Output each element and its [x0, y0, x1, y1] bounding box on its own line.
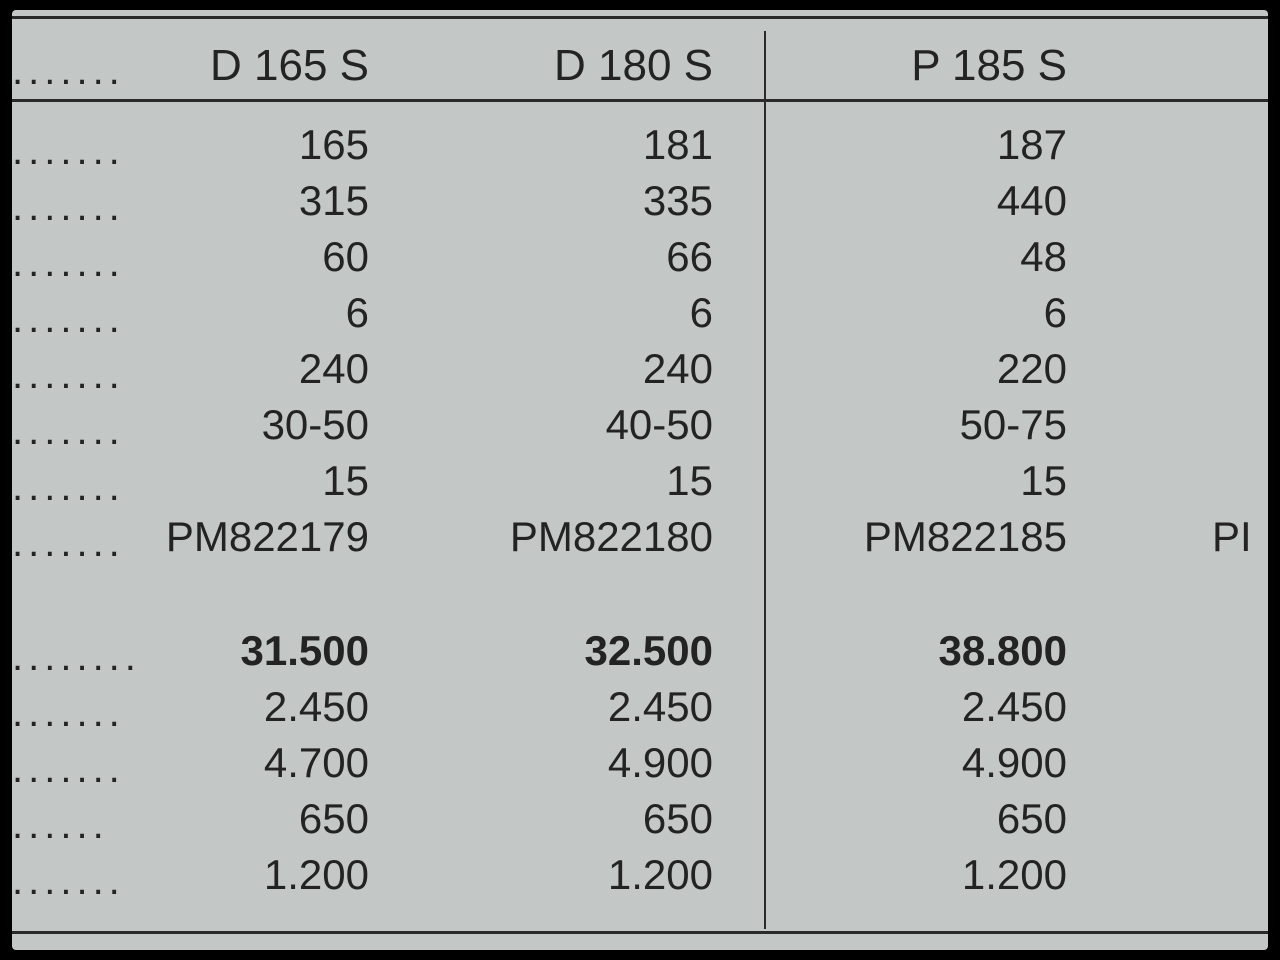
table-cell: 60 — [59, 233, 369, 281]
table-cell: 15 — [757, 457, 1067, 505]
table-cell: 187 — [757, 121, 1067, 169]
table-cell: 38.800 — [757, 627, 1067, 675]
table-cell: 2.450 — [757, 683, 1067, 731]
table-cell: 650 — [403, 795, 713, 843]
table-cell: 6 — [757, 289, 1067, 337]
table-cell: 4.900 — [403, 739, 713, 787]
table-cell: 165 — [59, 121, 369, 169]
column-cutoff-right: PI — [1212, 19, 1268, 937]
page-background: ........................................… — [12, 10, 1268, 950]
table-frame: ........................................… — [12, 16, 1268, 934]
table-cell: 6 — [59, 289, 369, 337]
table-cell: 32.500 — [403, 627, 713, 675]
column-header: D 165 S — [59, 41, 369, 91]
table-cell: 2.450 — [403, 683, 713, 731]
table-cell: 1.200 — [59, 851, 369, 899]
table-cell: 240 — [403, 345, 713, 393]
table-cell: 15 — [59, 457, 369, 505]
table-cell: 240 — [59, 345, 369, 393]
table-cell: 48 — [757, 233, 1067, 281]
table-cell-cutoff: PI — [1212, 513, 1268, 561]
table-cell: PM822180 — [403, 513, 713, 561]
table-cell: PM822179 — [59, 513, 369, 561]
column-header: D 180 S — [403, 41, 713, 91]
table-cell: 2.450 — [59, 683, 369, 731]
table-cell: 335 — [403, 177, 713, 225]
table-cell: 30-50 — [59, 401, 369, 449]
column-d165s: D 165 S 165 315 60 6 240 30-50 15 PM822179 31.500… — [59, 19, 369, 937]
table-cell: 220 — [757, 345, 1067, 393]
table-cell: 4.700 — [59, 739, 369, 787]
table-cell: 50-75 — [757, 401, 1067, 449]
table-cell: 440 — [757, 177, 1067, 225]
table-cell: 6 — [403, 289, 713, 337]
table-cell: 4.900 — [757, 739, 1067, 787]
table-cell: 315 — [59, 177, 369, 225]
table-cell: PM822185 — [757, 513, 1067, 561]
table-cell: 1.200 — [757, 851, 1067, 899]
table-cell: 40-50 — [403, 401, 713, 449]
table-cell: 650 — [757, 795, 1067, 843]
column-d180s: D 180 S18133566624040-5015PM82218032.500… — [403, 19, 713, 937]
table-cell: 181 — [403, 121, 713, 169]
table-cell: 1.200 — [403, 851, 713, 899]
table-cell: 15 — [403, 457, 713, 505]
column-header: P 185 S — [757, 41, 1067, 91]
table-cell: 66 — [403, 233, 713, 281]
table-cell: 31.500 — [59, 627, 369, 675]
table-cell: 650 — [59, 795, 369, 843]
column-p185s: P 185 S 187 440 48 6 220 50-75 15 PM822185 38.800… — [757, 19, 1067, 937]
